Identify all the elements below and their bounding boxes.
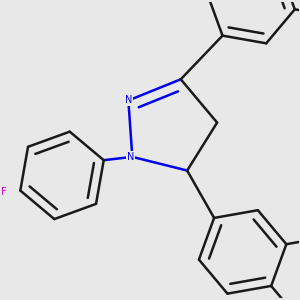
Text: F: F	[1, 188, 7, 197]
Text: N: N	[127, 152, 134, 162]
Text: N: N	[125, 95, 132, 106]
